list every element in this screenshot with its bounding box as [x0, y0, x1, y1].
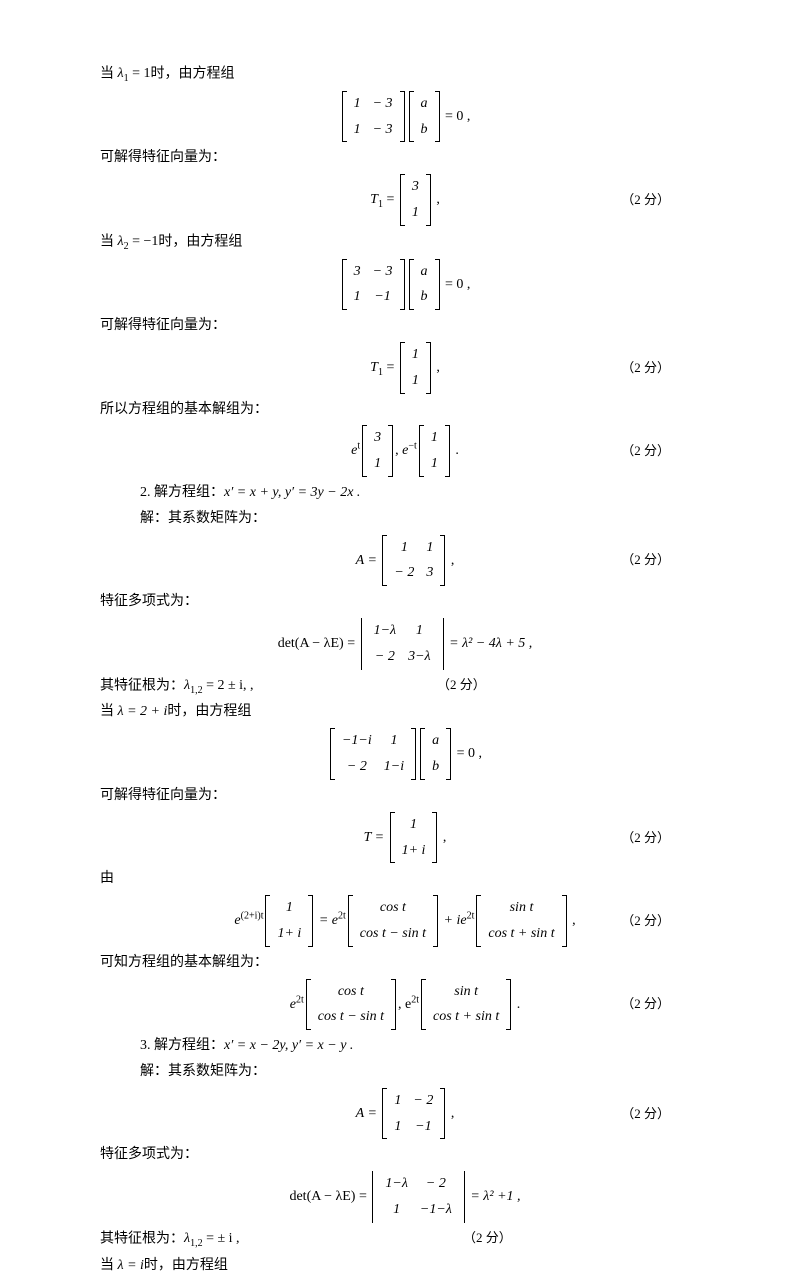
score: （2 分） [463, 1227, 512, 1249]
score: （2 分） [621, 189, 670, 211]
text: 当 [100, 67, 118, 82]
text-line: 其特征根为：λ1,2 = ± i , （2 分） [100, 1227, 710, 1252]
eq: = 1 [129, 66, 151, 81]
equation: e2tcos tcos t − sin t, e2tsin tcos t + s… [100, 979, 710, 1031]
equation: 1− 31− 3ab = 0 , [100, 91, 710, 143]
equation: e(2+i)t11+ i = e2tcos tcos t − sin t + i… [100, 895, 710, 947]
text-line: 解：其系数矩阵为： [100, 507, 710, 531]
text-line: 可解得特征向量为： [100, 314, 710, 338]
text-line: 由 [100, 867, 710, 891]
equation: T1 = 31 , （2 分） [100, 174, 710, 226]
text-line: 可解得特征向量为： [100, 784, 710, 808]
score: （2 分） [621, 993, 670, 1015]
text-line: 当 λ = 2 + i 时，由方程组 [100, 700, 710, 724]
equation: det(A − λE) = 1−λ− 21−1−λ = λ² +1 , [100, 1171, 710, 1223]
equation: 3− 31−1ab = 0 , [100, 259, 710, 311]
text-line: 当 λ = i 时，由方程组 [100, 1254, 710, 1278]
text: 时，由方程组 [150, 67, 234, 82]
equation: T = 11+ i , （2 分） [100, 812, 710, 864]
score: （2 分） [621, 910, 670, 932]
text-line: 可解得特征向量为： [100, 146, 710, 170]
text-line: 当 λ1 = 1时，由方程组 [100, 62, 710, 87]
score: （2 分） [621, 1103, 670, 1125]
text-line: 其特征根为：λ1,2 = 2 ± i, , （2 分） [100, 674, 710, 699]
equation: −1−i1− 21−iab = 0 , [100, 728, 710, 780]
equation: T1 = 11 , （2 分） [100, 342, 710, 394]
score: （2 分） [621, 440, 670, 462]
text-line: 所以方程组的基本解组为： [100, 398, 710, 422]
text-line: 当 λ2 = −1时，由方程组 [100, 230, 710, 255]
text-line: 特征多项式为： [100, 590, 710, 614]
problem-header: 2. 解方程组：x′ = x + y, y′ = 3y − 2x . [100, 481, 710, 505]
equation: det(A − λE) = 1−λ1− 23−λ = λ² − 4λ + 5 , [100, 618, 710, 670]
equation: A = 11− 23 , （2 分） [100, 535, 710, 587]
score: （2 分） [621, 357, 670, 379]
score: （2 分） [437, 674, 486, 696]
text-line: 可知方程组的基本解组为： [100, 951, 710, 975]
score: （2 分） [621, 827, 670, 849]
equation: et31, e−t11 . （2 分） [100, 425, 710, 477]
problem-header: 3. 解方程组：x′ = x − 2y, y′ = x − y . [100, 1034, 710, 1058]
score: （2 分） [621, 549, 670, 571]
text-line: 解：其系数矩阵为： [100, 1060, 710, 1084]
text-line: 特征多项式为： [100, 1143, 710, 1167]
